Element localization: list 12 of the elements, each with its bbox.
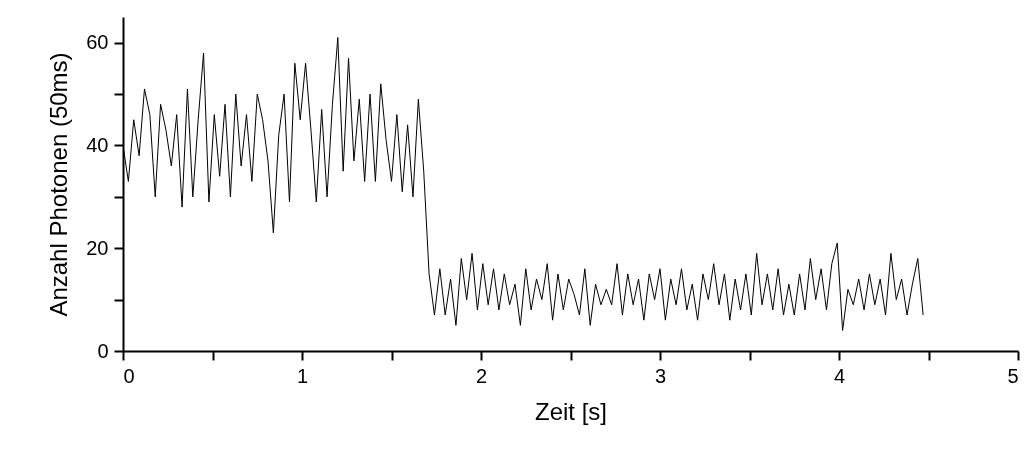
x-axis-title: Zeit [s] xyxy=(534,397,608,425)
y-tick-label: 0 xyxy=(97,339,109,362)
x-tick-label: 0 xyxy=(123,364,135,387)
x-tick-label: 4 xyxy=(833,364,846,387)
x-tick-label: 5 xyxy=(1007,364,1019,387)
x-tick-label: 1 xyxy=(296,364,309,387)
y-axis-title: Anzahl Photonen (50ms) xyxy=(45,52,73,317)
x-tick-label: 2 xyxy=(475,364,488,387)
y-tick-label: 20 xyxy=(86,236,109,259)
y-tick-label: 60 xyxy=(86,31,109,54)
x-tick-label: 3 xyxy=(654,364,667,387)
y-tick-label: 40 xyxy=(86,133,109,156)
